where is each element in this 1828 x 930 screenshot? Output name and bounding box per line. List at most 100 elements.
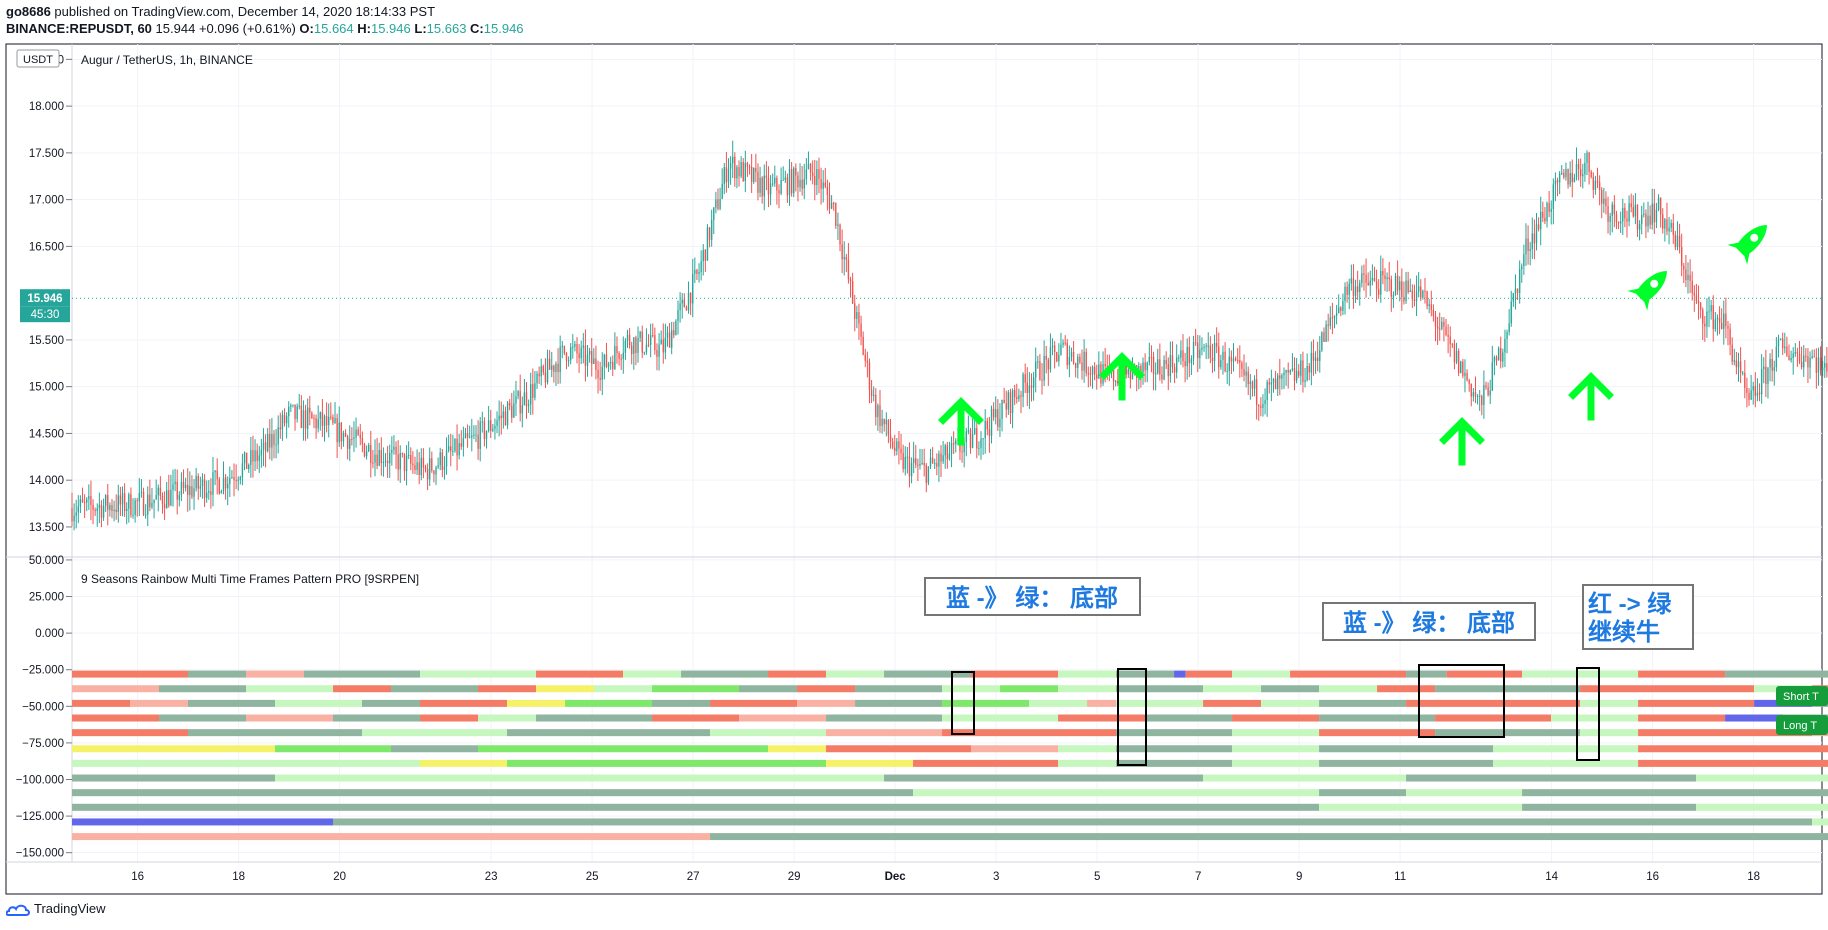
candle-body: [1449, 336, 1451, 345]
candle-body: [1161, 374, 1163, 380]
candle-body: [578, 353, 580, 359]
candle-body: [799, 179, 801, 188]
rainbow-segment: [478, 714, 537, 722]
candle-body: [1175, 357, 1178, 373]
candle-body: [929, 457, 932, 467]
candle-body: [904, 456, 906, 470]
candle-body: [147, 494, 149, 515]
candle-body: [1552, 184, 1555, 209]
candle-body: [1074, 363, 1077, 368]
candle-body: [1348, 283, 1350, 295]
candle-body: [302, 410, 305, 428]
price-axis[interactable]: 18.50018.00017.50017.00016.50015.50015.0…: [29, 54, 72, 534]
candle-body: [1786, 346, 1788, 356]
candle-body: [1144, 362, 1146, 371]
author-name[interactable]: go8686: [6, 4, 51, 19]
candle-body: [824, 182, 826, 187]
candle-body: [1657, 197, 1660, 210]
candle-body: [178, 495, 181, 500]
candle-body: [980, 438, 982, 448]
candle-body: [523, 392, 526, 406]
candle-body: [700, 261, 702, 273]
candle-body: [487, 420, 490, 432]
candle-body: [1197, 342, 1199, 358]
candle-body: [946, 445, 949, 460]
rainbow-segment: [188, 699, 276, 707]
candle-body: [458, 443, 460, 456]
candle-body: [1792, 353, 1794, 359]
candle-body: [923, 462, 925, 466]
rainbow-segment: [1029, 699, 1088, 707]
candle-body: [1173, 367, 1176, 373]
candle-body: [306, 407, 309, 429]
time-tick-label: 18: [1747, 871, 1760, 883]
candle-body: [386, 460, 389, 464]
candle-body: [292, 404, 294, 406]
tradingview-logo[interactable]: TradingView: [6, 901, 106, 916]
rainbow-segment: [652, 685, 740, 693]
candle-body: [235, 479, 237, 481]
candle-body: [601, 366, 603, 380]
time-tick-label: 29: [788, 871, 801, 883]
candle-body: [201, 479, 204, 487]
time-axis[interactable]: 16 18 20 23 25 27 29 Dec 3 5 7 9 11 14 16 18: [131, 871, 1760, 883]
candle-body: [1203, 346, 1205, 348]
candle-body: [1266, 382, 1268, 401]
candle-body: [222, 477, 225, 492]
candle-body: [973, 428, 976, 435]
rainbow-segment: [1319, 759, 1494, 767]
candle-body: [1411, 290, 1414, 300]
indicator-axis[interactable]: 50.000 25.000 0.000 −25.000 −50.000 −75.000 −1…: [16, 555, 72, 860]
candle-body: [803, 179, 805, 189]
candle-body: [521, 405, 523, 414]
candle-body: [1708, 311, 1710, 313]
short-term-badge[interactable]: Short T: [1776, 686, 1828, 706]
candle-body: [704, 249, 707, 261]
candle-body: [1009, 392, 1012, 414]
candle-body: [414, 465, 416, 470]
candle-body: [163, 504, 166, 509]
candle-body: [1653, 203, 1656, 223]
candle-body: [822, 182, 824, 189]
candle-body: [1540, 211, 1542, 230]
candle-body: [410, 455, 412, 464]
candle-body: [283, 414, 286, 424]
price-label-bg: [20, 289, 70, 307]
candle-body: [134, 500, 136, 515]
candle-body: [1399, 281, 1401, 291]
candle-body: [1607, 205, 1609, 222]
candle-body: [376, 454, 378, 466]
candle-body: [1064, 342, 1066, 344]
candle-body: [1234, 358, 1237, 361]
candle-body: [1298, 370, 1300, 376]
candle-body: [1592, 176, 1595, 190]
candle-body: [771, 183, 774, 185]
candle-body: [1201, 347, 1203, 350]
candle-body: [656, 350, 658, 357]
candle-body: [1125, 361, 1127, 375]
candle-body: [879, 405, 881, 426]
candle-body: [195, 476, 197, 489]
candle-body: [721, 183, 723, 199]
candle-body: [603, 354, 606, 367]
candle-body: [1788, 355, 1790, 361]
rainbow-segment: [1638, 745, 1828, 753]
candle-body: [1150, 357, 1153, 359]
candle-body: [548, 358, 551, 370]
candle-body: [313, 418, 315, 420]
candle-body: [835, 203, 837, 226]
candle-body: [1338, 307, 1340, 314]
candle-body: [285, 416, 288, 424]
candle-body: [1550, 208, 1552, 212]
rainbow-segment: [130, 699, 189, 707]
candle-body: [713, 207, 715, 221]
long-term-badge[interactable]: Long T: [1776, 715, 1828, 735]
indicator-title[interactable]: 9 Seasons Rainbow Multi Time Frames Patt…: [81, 572, 419, 586]
rainbow-segment: [159, 714, 247, 722]
candle-body: [1335, 313, 1338, 316]
candle-body: [1609, 215, 1611, 222]
currency-badge[interactable]: [16, 49, 60, 68]
rainbow-segment: [478, 685, 537, 693]
candle-body: [229, 477, 231, 484]
